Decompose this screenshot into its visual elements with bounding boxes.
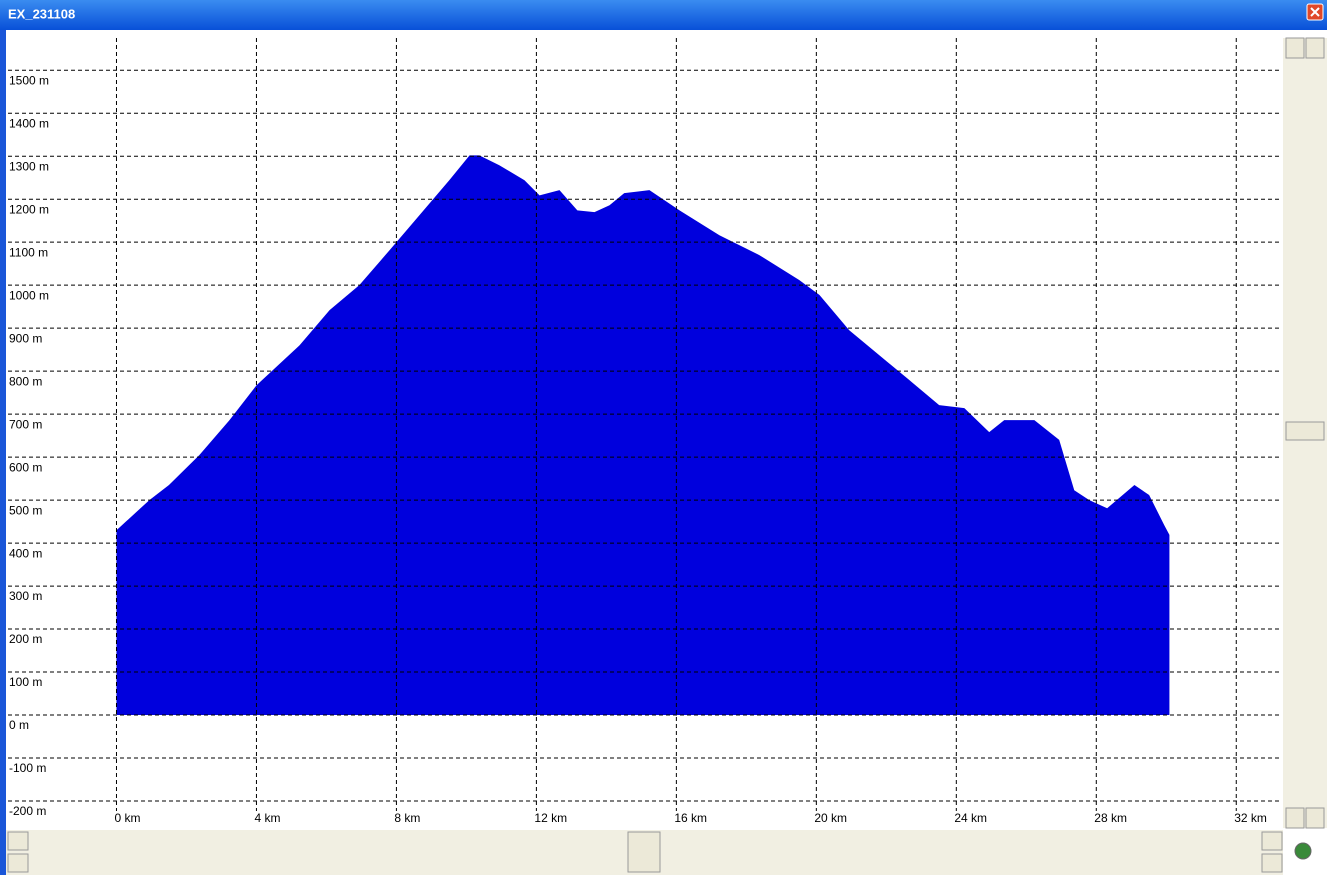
y-tick-label: 800 m [9, 374, 42, 388]
y-tick-label: 1200 m [9, 202, 49, 216]
y-tick-label: 500 m [9, 503, 42, 517]
y-tick-label: 1500 m [9, 73, 49, 87]
y-tick-label: 200 m [9, 632, 42, 646]
x-tick-label: 32 km [1234, 811, 1267, 825]
x-tick-label: 28 km [1094, 811, 1127, 825]
scroll-up[interactable] [1305, 37, 1325, 59]
x-tick-label: 20 km [814, 811, 847, 825]
x-tick-label: 12 km [534, 811, 567, 825]
y-tick-label: 900 m [9, 331, 42, 345]
y-tick-label: 1300 m [9, 159, 49, 173]
scroll-left[interactable] [7, 831, 29, 851]
y-tick-label: 400 m [9, 546, 42, 560]
scroll-thumb[interactable] [1285, 421, 1325, 441]
scroll-up[interactable] [1285, 37, 1305, 59]
scroll-right[interactable] [1261, 853, 1283, 873]
y-tick-label: 1100 m [9, 245, 48, 259]
globe-icon[interactable] [1294, 842, 1312, 860]
scroll-left[interactable] [7, 853, 29, 873]
elevation-area [116, 155, 1170, 716]
y-tick-label: -200 m [9, 804, 46, 818]
window-border [0, 30, 6, 875]
y-tick-label: 700 m [9, 417, 42, 431]
y-tick-label: 300 m [9, 589, 42, 603]
plot: -200 m -100 m 0 m 100 m 200 m 300 m 400 m 500 m… [8, 38, 1280, 825]
scroll-thumb[interactable] [627, 831, 661, 873]
x-tick-label: 8 km [394, 811, 420, 825]
y-tick-label: -100 m [9, 761, 46, 775]
title-bar [0, 0, 1327, 30]
y-tick-label: 1400 m [9, 116, 49, 130]
scroll-down[interactable] [1285, 807, 1305, 829]
x-tick-label: 0 km [114, 811, 140, 825]
window-title: EX_231108 [8, 6, 75, 21]
y-tick-label: 100 m [9, 675, 42, 689]
scroll-right[interactable] [1261, 831, 1283, 851]
scroll-down[interactable] [1305, 807, 1325, 829]
close-icon [1310, 7, 1320, 17]
x-tick-label: 4 km [254, 811, 280, 825]
y-tick-label: 0 m [9, 718, 29, 732]
y-tick-label: 600 m [9, 460, 42, 474]
x-tick-label: 24 km [954, 811, 987, 825]
x-tick-label: 16 km [674, 811, 707, 825]
y-tick-label: 1000 m [9, 288, 49, 302]
